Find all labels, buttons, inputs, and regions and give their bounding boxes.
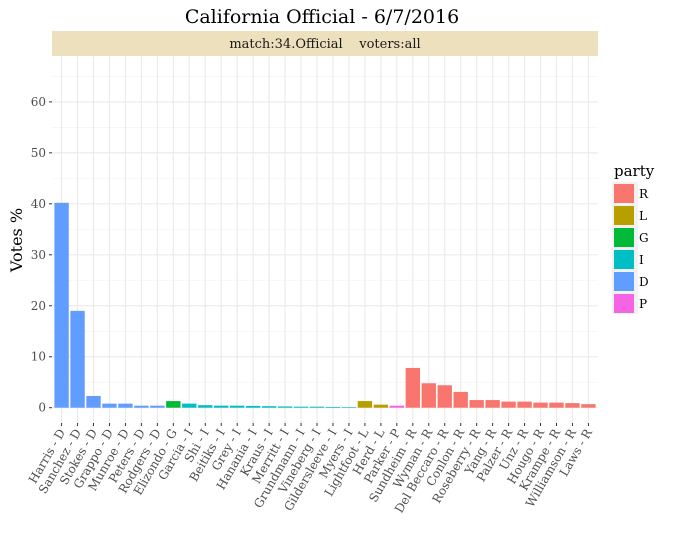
legend-title: party [614,162,655,180]
bar [182,403,197,408]
facet-strip-label: match:34.Official voters:all [229,37,420,52]
legend-key [614,206,634,225]
legend-label: L [639,209,647,223]
bar [102,403,117,408]
bar [533,402,548,408]
bar [118,403,133,408]
legend-key [614,184,634,203]
legend-label: D [639,275,649,289]
bar [86,395,101,408]
bar [469,400,484,408]
bar [134,405,149,408]
bar [261,406,277,408]
bar [549,402,564,408]
legend-key [614,272,634,291]
bars [54,202,596,408]
y-axis: 0 10 20 30 40 50 60 [31,95,52,415]
y-tick-label: 30 [31,248,46,262]
chart-title: California Official - 6/7/2016 [185,6,459,28]
bar [357,401,373,408]
bar [150,405,165,408]
bar [293,406,309,408]
bar [325,406,341,408]
bar [198,405,213,408]
legend-label: R [639,187,649,201]
bar [166,401,181,408]
bar [517,401,532,408]
y-tick-label: 40 [31,197,46,211]
bar [581,404,596,408]
bar [214,405,229,408]
bar [421,383,436,408]
y-tick-label: 10 [31,350,46,364]
y-tick-label: 60 [31,95,46,109]
bar [70,310,85,408]
bar [54,202,69,408]
bar [277,406,293,408]
bar [405,367,420,408]
bar [373,404,389,408]
facet-strip [52,31,598,56]
legend-key [614,294,634,313]
bar [230,405,245,408]
legend-label: I [639,253,644,267]
bar [565,403,580,408]
y-tick-label: 50 [31,146,46,160]
legend-key [614,250,634,269]
bar [341,407,357,408]
plot-panel [52,56,598,423]
bar [389,405,405,408]
y-tick-label: 20 [31,299,46,313]
legend-label: G [639,231,649,245]
bar [485,400,500,408]
y-tick-label: 0 [38,401,46,415]
legend-key [614,228,634,247]
legend-key-background [612,182,638,314]
bar [501,401,516,408]
bar [453,391,468,408]
bar [309,406,325,408]
legend-label: P [639,297,647,311]
bar [245,405,261,408]
y-axis-title: Votes % [7,208,26,273]
bar [437,385,452,408]
gridlines [52,56,598,423]
